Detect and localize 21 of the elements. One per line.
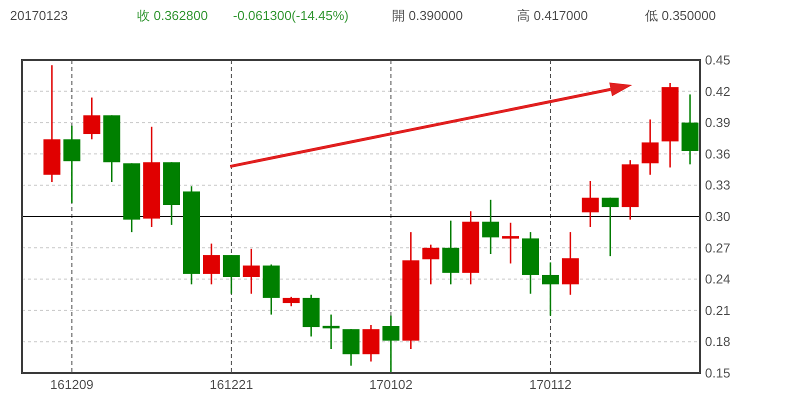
ytick: 0.42 — [705, 84, 730, 99]
ytick: 0.18 — [705, 334, 730, 350]
ytick: 0.24 — [705, 272, 730, 287]
ytick: 0.30 — [705, 209, 730, 224]
ytick: 0.15 — [705, 366, 730, 380]
ytick: 0.27 — [705, 240, 730, 256]
xtick: 161209 — [50, 377, 94, 392]
annotation: -0.061300(-14.45%) — [233, 8, 349, 23]
title: 20170123 — [10, 8, 68, 23]
ytick: 0.39 — [705, 115, 730, 130]
ytick: 0.36 — [705, 146, 730, 162]
ytick: 0.21 — [705, 302, 730, 318]
xtick: 170102 — [369, 377, 413, 392]
annotation: 高 0.417000 — [517, 8, 588, 23]
ytick: 0.45 — [705, 52, 730, 68]
annotation: 收 0.362800 — [137, 8, 208, 23]
ytick: 0.33 — [705, 178, 730, 193]
annotation: 低 0.350000 — [645, 8, 716, 23]
xtick: 170112 — [529, 377, 572, 392]
xtick: 161221 — [210, 377, 254, 392]
annotation: 開 0.390000 — [392, 8, 463, 23]
